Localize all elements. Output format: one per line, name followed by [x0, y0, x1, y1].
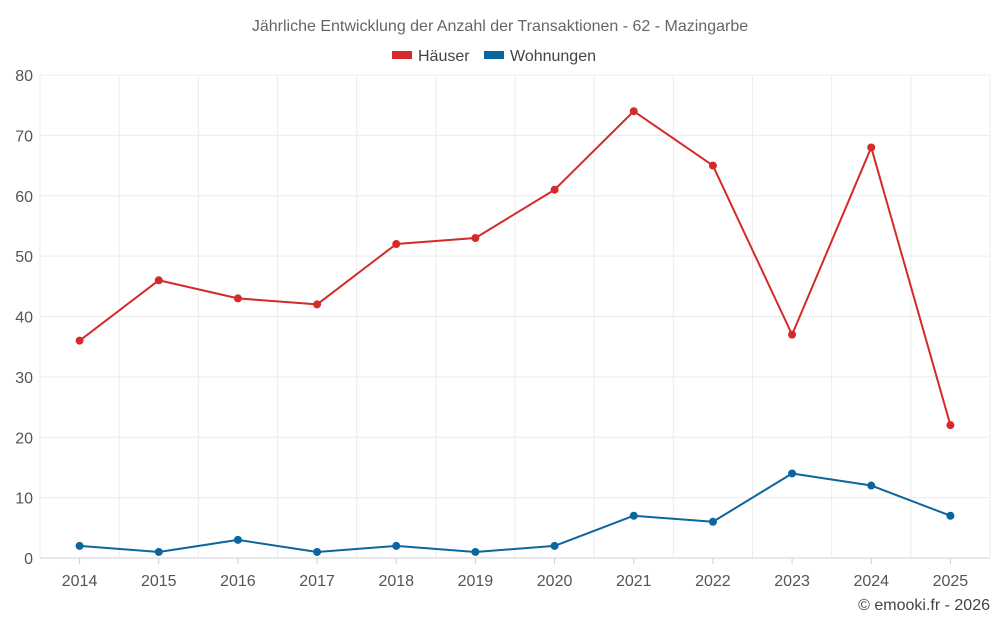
x-tick-label: 2018	[378, 573, 414, 590]
x-tick-label: 2015	[141, 573, 177, 590]
legend-label-wohnungen[interactable]: Wohnungen	[510, 48, 596, 65]
data-point-haeuser[interactable]	[629, 107, 638, 116]
grid	[39, 74, 991, 558]
x-tick-label: 2020	[537, 573, 573, 590]
data-point-wohnungen[interactable]	[550, 541, 559, 550]
data-point-wohnungen[interactable]	[471, 547, 480, 556]
credit-text: © emooki.fr - 2026	[858, 597, 990, 614]
x-tick-label: 2025	[933, 573, 969, 590]
x-tick-label: 2016	[220, 573, 256, 590]
x-tick-label: 2022	[695, 573, 731, 590]
series-line-haeuser	[78, 110, 952, 426]
data-point-haeuser[interactable]	[233, 294, 242, 303]
data-point-wohnungen[interactable]	[708, 517, 717, 526]
chart-title: Jährliche Entwicklung der Anzahl der Tra…	[252, 18, 748, 35]
data-point-wohnungen[interactable]	[867, 481, 876, 490]
y-tick-label: 70	[15, 128, 33, 145]
x-tick-label: 2017	[299, 573, 335, 590]
x-tick-label: 2019	[458, 573, 494, 590]
data-point-haeuser[interactable]	[471, 234, 480, 243]
data-point-haeuser[interactable]	[392, 240, 401, 249]
data-point-wohnungen[interactable]	[313, 547, 322, 556]
data-point-wohnungen[interactable]	[946, 511, 955, 520]
y-tick-label: 60	[15, 189, 33, 206]
y-tick-label: 80	[15, 68, 33, 85]
y-tick-label: 20	[15, 430, 33, 447]
y-tick-label: 50	[15, 249, 33, 266]
y-tick-label: 0	[24, 551, 33, 568]
data-point-wohnungen[interactable]	[629, 511, 638, 520]
data-point-wohnungen[interactable]	[233, 535, 242, 544]
series-layer	[75, 107, 955, 556]
x-tick-label: 2024	[853, 573, 889, 590]
data-point-haeuser[interactable]	[867, 143, 876, 152]
data-point-haeuser[interactable]	[154, 276, 163, 285]
data-point-haeuser[interactable]	[708, 161, 717, 170]
axes: 0 10 20 30 40 50 60 70 80 2014 2015 2016 2017 2018 201…	[15, 68, 990, 590]
data-point-wohnungen[interactable]	[392, 541, 401, 550]
data-point-haeuser[interactable]	[313, 300, 322, 309]
data-point-haeuser[interactable]	[788, 330, 797, 339]
legend-label-haeuser[interactable]: Häuser	[418, 48, 470, 65]
x-tick-label: 2023	[774, 573, 810, 590]
y-tick-label: 30	[15, 370, 33, 387]
data-point-haeuser[interactable]	[75, 336, 84, 345]
data-point-haeuser[interactable]	[946, 421, 955, 430]
x-tick-label: 2014	[62, 573, 98, 590]
data-point-wohnungen[interactable]	[75, 541, 84, 550]
y-tick-label: 10	[15, 491, 33, 508]
data-point-wohnungen[interactable]	[788, 469, 797, 478]
legend-swatch-haeuser	[392, 51, 412, 59]
legend-swatch-wohnungen	[484, 51, 504, 59]
data-point-haeuser[interactable]	[550, 185, 559, 194]
y-tick-label: 40	[15, 310, 33, 327]
legend: Häuser Wohnungen	[392, 48, 596, 65]
series-line-wohnungen	[79, 472, 951, 553]
x-tick-label: 2021	[616, 573, 652, 590]
data-point-wohnungen[interactable]	[154, 547, 163, 556]
